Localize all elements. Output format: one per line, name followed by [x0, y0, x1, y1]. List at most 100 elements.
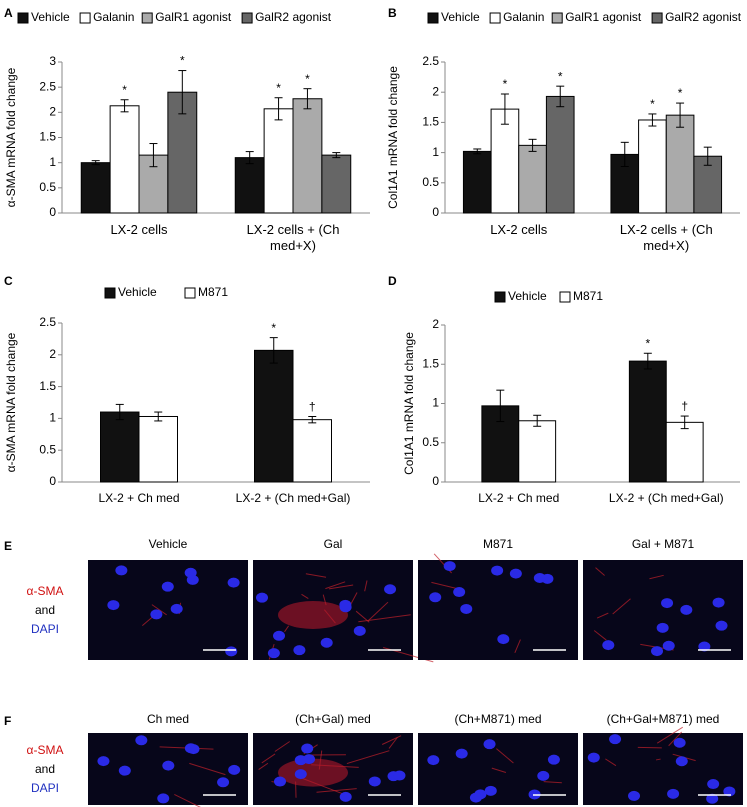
legend-swatch [141, 12, 153, 24]
y-tick-label: 2.5 [39, 79, 56, 93]
fiber [367, 601, 389, 622]
significance-mark: † [681, 399, 688, 413]
nucleus [628, 790, 641, 801]
column-header: Gal + M871 [632, 537, 695, 551]
micrograph [88, 560, 248, 660]
nucleus [469, 792, 482, 803]
x-tick-label: LX-2 + Ch med [98, 491, 180, 505]
significance-mark: * [645, 336, 650, 350]
y-tick-label: 0 [49, 205, 56, 219]
nucleus [707, 779, 720, 790]
bar [545, 95, 575, 214]
y-tick-label: 0.5 [39, 442, 56, 456]
nucleus [651, 646, 664, 657]
fiber [274, 741, 290, 752]
column-header: M871 [483, 537, 513, 551]
nucleus [723, 786, 736, 797]
nucleus [427, 755, 440, 766]
error-bar [149, 143, 158, 168]
column-header: Ch med [147, 712, 189, 726]
column-header: (Ch+M871) med [454, 712, 541, 726]
nucleus [301, 743, 314, 754]
error-bar [500, 93, 509, 125]
y-tick-label: 1 [432, 396, 439, 410]
nucleus [706, 793, 719, 804]
legend-label: M871 [198, 285, 228, 299]
fiber [189, 762, 226, 776]
nucleus [170, 603, 183, 614]
error-bar [91, 160, 100, 166]
error-bar [680, 415, 689, 430]
y-axis-label: Col1A1 mRNA fold change [386, 66, 400, 209]
legend-swatch [184, 287, 196, 299]
column-header: Vehicle [149, 537, 188, 551]
error-bar [154, 411, 163, 422]
panel-label: D [388, 274, 397, 288]
nucleus [455, 748, 468, 759]
nucleus [187, 744, 200, 755]
bar [462, 150, 492, 214]
nucleus [662, 640, 675, 651]
panel-label: C [4, 274, 13, 288]
fiber [655, 758, 661, 761]
legend-label: Vehicle [118, 285, 157, 299]
nucleus [115, 565, 128, 576]
fiber [325, 581, 346, 590]
legend-label: Vehicle [508, 289, 547, 303]
error-bar [676, 102, 685, 128]
y-axis-label: α-SMA mRNA fold change [4, 67, 18, 207]
cell-body [278, 758, 348, 787]
nucleus [217, 777, 230, 788]
significance-mark: * [678, 86, 683, 100]
nucleus [680, 604, 693, 615]
fiber [593, 630, 607, 641]
bar [138, 415, 178, 483]
legend-label: Galanin [503, 10, 544, 24]
legend-label: GalR2 agonist [665, 10, 742, 24]
nucleus [228, 764, 241, 775]
bar [100, 411, 140, 483]
micrograph [583, 733, 743, 805]
nucleus [533, 573, 546, 584]
nucleus [339, 602, 352, 613]
nucleus [698, 641, 711, 652]
y-tick-label: 0.5 [39, 180, 56, 194]
nucleus [509, 568, 522, 579]
nucleus [339, 791, 352, 802]
x-tick-label: LX-2 + Ch med [478, 491, 560, 505]
column-header: Gal [324, 537, 343, 551]
bar [665, 421, 704, 483]
nucleus [587, 752, 600, 763]
fiber [261, 753, 276, 764]
y-tick-label: 0 [49, 474, 56, 488]
nucleus [537, 770, 550, 781]
legend-label: M871 [573, 289, 603, 303]
error-bar [269, 337, 278, 364]
bar [109, 105, 140, 214]
legend-swatch [559, 291, 571, 303]
nucleus [303, 754, 316, 765]
fiber [656, 726, 684, 744]
y-tick-label: 2 [49, 347, 56, 361]
bar [628, 360, 667, 483]
nucleus [353, 625, 366, 636]
error-bar [496, 389, 505, 423]
stain-label: α-SMA [27, 743, 64, 757]
cell-body [278, 601, 348, 629]
bar [518, 144, 547, 214]
y-tick-label: 1.5 [39, 130, 56, 144]
nucleus [97, 756, 110, 767]
nucleus [602, 640, 615, 651]
x-tick-label: LX-2 cells [490, 222, 548, 237]
error-bar [703, 146, 712, 166]
bar [292, 419, 332, 483]
nucleus [150, 609, 163, 620]
nucleus [186, 574, 199, 585]
nucleus [453, 587, 466, 598]
fiber [605, 758, 617, 767]
error-bar [556, 85, 565, 108]
panel-label: A [4, 6, 13, 20]
column-header: (Ch+Gal) med [295, 712, 371, 726]
error-bar [245, 151, 254, 165]
